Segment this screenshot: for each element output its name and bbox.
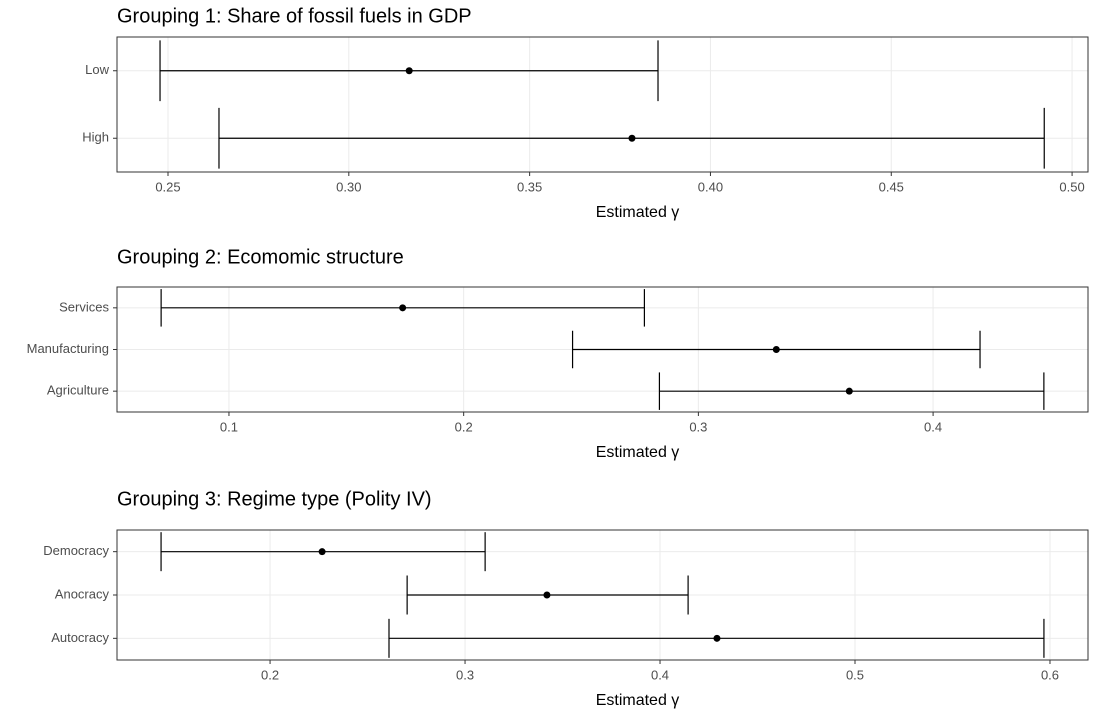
x-tick-label: 0.2 bbox=[261, 667, 279, 682]
x-tick-label: 0.1 bbox=[220, 419, 238, 434]
point bbox=[628, 134, 636, 142]
x-axis-label: Estimated γ bbox=[596, 444, 680, 461]
panel-border bbox=[116, 286, 1089, 413]
x-axis-label: Estimated γ bbox=[596, 692, 680, 709]
point bbox=[405, 67, 413, 75]
point bbox=[713, 634, 721, 642]
x-tick-label: 0.45 bbox=[879, 179, 904, 194]
y-tick-label: Services bbox=[59, 299, 109, 314]
panel-border bbox=[116, 529, 1089, 661]
y-tick-label: Manufacturing bbox=[27, 341, 109, 356]
x-tick-label: 0.3 bbox=[689, 419, 707, 434]
panel-title: Grouping 2: Ecomomic structure bbox=[117, 246, 404, 268]
x-tick-label: 0.5 bbox=[846, 667, 864, 682]
panel-background bbox=[117, 37, 1088, 172]
x-tick-label: 0.4 bbox=[924, 419, 942, 434]
y-tick-label: Anocracy bbox=[55, 586, 110, 601]
point bbox=[772, 346, 780, 353]
x-tick-label: 0.3 bbox=[456, 667, 474, 682]
x-tick-label: 0.30 bbox=[336, 179, 361, 194]
x-tick-label: 0.4 bbox=[651, 667, 669, 682]
y-tick-label: Low bbox=[85, 62, 109, 77]
x-tick-label: 0.2 bbox=[455, 419, 473, 434]
x-axis-label: Estimated γ bbox=[596, 204, 680, 221]
y-tick-label: High bbox=[82, 130, 109, 145]
panel-title: Grouping 3: Regime type (Polity IV) bbox=[117, 488, 432, 510]
y-tick-label: Autocracy bbox=[51, 630, 109, 645]
y-tick-label: Democracy bbox=[43, 543, 109, 558]
point bbox=[845, 387, 853, 395]
x-tick-label: 0.50 bbox=[1059, 179, 1084, 194]
x-tick-label: 0.40 bbox=[698, 179, 723, 194]
panel-border bbox=[116, 36, 1089, 173]
x-tick-label: 0.25 bbox=[155, 179, 180, 194]
point bbox=[543, 591, 551, 599]
x-tick-label: 0.35 bbox=[517, 179, 542, 194]
point bbox=[399, 304, 407, 312]
y-tick-label: Agriculture bbox=[47, 383, 109, 398]
panel-title: Grouping 1: Share of fossil fuels in GDP bbox=[117, 5, 472, 27]
x-tick-label: 0.6 bbox=[1041, 667, 1059, 682]
point bbox=[318, 548, 326, 556]
